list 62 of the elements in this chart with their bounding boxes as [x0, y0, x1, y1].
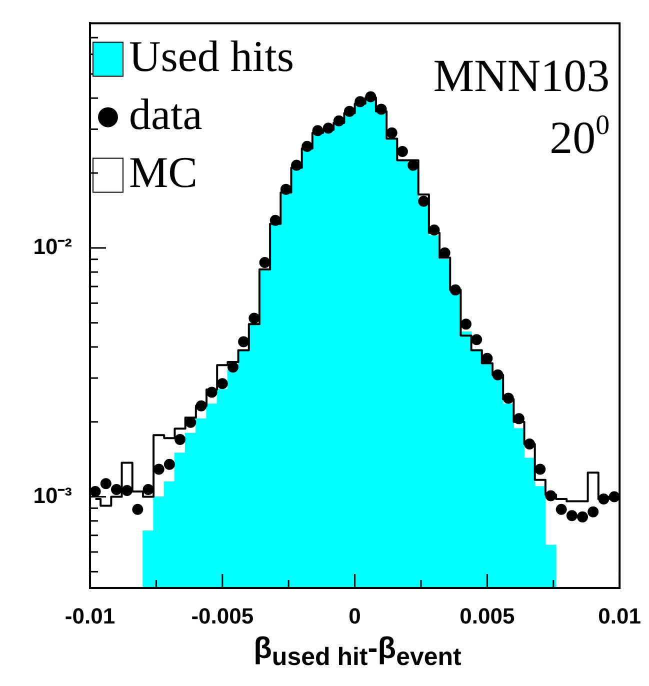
point [122, 484, 133, 496]
point [428, 224, 440, 236]
point [259, 256, 270, 268]
point [471, 334, 482, 346]
point [90, 486, 101, 498]
point [174, 434, 186, 445]
annotation: MNN103 [433, 50, 610, 102]
point [418, 196, 430, 207]
point [460, 318, 472, 330]
x-tick-label: 0.01 [598, 603, 642, 628]
point [322, 122, 334, 134]
point [534, 464, 546, 475]
point [333, 115, 344, 126]
point [344, 106, 355, 117]
point [502, 392, 514, 404]
point [216, 378, 228, 390]
x-tick-label: 0.005 [460, 603, 515, 628]
point [185, 416, 196, 428]
point [482, 352, 493, 364]
point [354, 96, 366, 108]
x-tick-label: -0.005 [191, 603, 254, 628]
point [280, 184, 292, 195]
point [513, 413, 524, 424]
point [396, 146, 408, 158]
point [164, 458, 175, 470]
point [196, 400, 207, 412]
point [227, 362, 238, 373]
x-tick-label: 0 [348, 603, 361, 628]
point [608, 491, 620, 502]
point [365, 91, 376, 102]
point [492, 369, 504, 380]
point [577, 511, 588, 522]
point [566, 510, 578, 522]
point [598, 493, 610, 504]
point [386, 127, 398, 138]
point [206, 386, 218, 398]
point [248, 312, 260, 324]
point [291, 160, 302, 171]
point [100, 478, 112, 490]
point [408, 160, 419, 171]
y-tick-label: 10⁻² [33, 234, 72, 259]
point [545, 490, 556, 502]
point [132, 504, 144, 515]
point [524, 438, 536, 450]
point [110, 484, 122, 495]
legend-label: MC [129, 148, 198, 197]
legend-label: data [129, 90, 202, 139]
point [270, 214, 281, 226]
point [238, 336, 250, 348]
point [556, 504, 567, 515]
point [376, 104, 387, 115]
x-tick-label: -0.01 [64, 603, 116, 628]
point [153, 464, 164, 475]
point [312, 125, 324, 136]
point [450, 284, 461, 296]
legend-label: Used hits [129, 32, 294, 81]
x-axis-title: β$_{used hit}$-β$_{event}$ [252, 632, 462, 672]
point [302, 140, 313, 152]
point [142, 484, 154, 495]
point [439, 247, 450, 258]
point [588, 506, 599, 518]
y-tick-label: 10⁻³ [33, 482, 72, 508]
